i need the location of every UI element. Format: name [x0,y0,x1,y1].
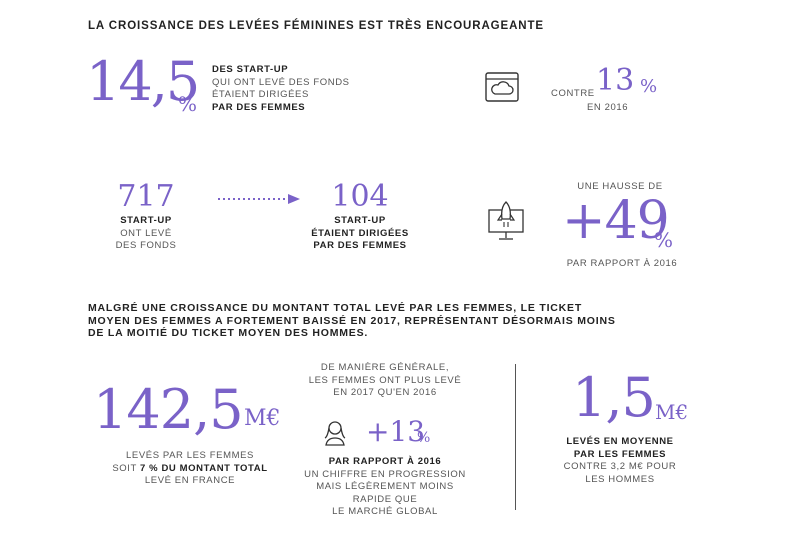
rocket-monitor-icon [486,200,526,242]
stat-average-unit: M€ [655,400,689,424]
stat-growth-suffix: PAR RAPPORT À 2016 [566,258,678,269]
stat-progress-value: +13 [366,415,426,448]
stat-average-description: LEVÉS EN MOYENNE PAR LES FEMMES CONTRE 3… [545,436,695,486]
flow-left-line-1: START-UP [120,215,172,226]
stat-average-value: 1,5 [572,366,656,429]
stat-percentage-description: DES START-UP QUI ONT LEVÉ DES FONDS ÉTAI… [212,64,350,114]
stat-progress-intro: DE MANIÈRE GÉNÉRALE, LES FEMMES ONT PLUS… [300,362,470,400]
flow-right-line-2: ÉTAIENT DIRIGÉES [311,227,409,239]
stat-compare-value: 13 [596,63,635,98]
desc-line-2: QUI ONT LEVÉ DES FONDS [212,76,350,88]
desc-line-1: DES START-UP [212,64,289,75]
desc-line-4: PAR DES FEMMES [212,101,306,113]
progress-intro-line-3: EN 2017 QU'EN 2016 [333,387,437,398]
desc-line-3: ÉTAIENT DIRIGÉES [212,89,309,100]
progress-line-4: UN CHIFFRE EN PROGRESSION [304,468,466,480]
stat-compare-prefix: CONTRE [551,88,595,99]
stat-total-description: LEVÉS PAR LES FEMMES SOIT 7 % DU MONTANT… [92,450,288,488]
total-line-2-bold: 7 % DU MONTANT TOTAL [140,462,268,474]
progress-intro-line-1: DE MANIÈRE GÉNÉRALE, [320,362,450,373]
stat-growth-value: +49 [562,191,670,251]
total-line-2-pre: SOIT [112,462,137,474]
stat-total-value: 142,5 [93,378,244,441]
flow-left-description: START-UP ONT LEVÉ DES FONDS [96,215,196,253]
section-heading-ticket: MALGRÉ UNE CROISSANCE DU MONTANT TOTAL L… [88,302,736,340]
stat-compare-unit: % [640,76,658,97]
flow-left-value: 717 [117,179,175,214]
progress-bold: PAR RAPPORT À 2016 [328,456,442,467]
stat-growth-unit: % [654,228,674,252]
heading2-line-3: DE LA MOITIÉ DU TICKET MOYEN DES HOMMES. [88,327,369,339]
flow-left-line-3: DES FONDS [115,240,177,251]
stat-compare-year: EN 2016 [587,102,629,113]
total-line-1: LEVÉS PAR LES FEMMES [126,450,254,461]
flow-right-line-3: PAR DES FEMMES [313,240,407,251]
stat-growth-intro: UNE HAUSSE DE [577,181,663,192]
progress-line-5: MAIS LÉGÈREMENT MOINS [316,481,454,492]
average-line-1: CONTRE 3,2 M€ POUR [563,461,677,472]
average-line-2: LES HOMMES [585,473,655,485]
column-divider [515,364,516,510]
flow-left-line-2: ONT LEVÉ [120,227,172,239]
flow-right-description: START-UP ÉTAIENT DIRIGÉES PAR DES FEMMES [290,215,430,253]
dotted-arrow-icon [216,193,302,205]
average-bold-2: PAR LES FEMMES [573,448,667,460]
woman-icon [322,418,348,446]
total-line-3: LEVÉ EN FRANCE [144,475,236,486]
progress-line-6: RAPIDE QUE [352,493,418,505]
cloud-browser-icon [485,72,519,102]
heading2-line-1: MALGRÉ UNE CROISSANCE DU MONTANT TOTAL L… [88,302,583,314]
heading2-line-2: MOYEN DES FEMMES A FORTEMENT BAISSÉ EN 2… [88,314,616,327]
progress-line-7: LE MARCHÉ GLOBAL [332,506,438,517]
flow-right-value: 104 [331,179,389,214]
stat-total-unit: M€ [244,406,281,431]
stat-progress-unit: % [417,430,431,446]
stat-progress-description: PAR RAPPORT À 2016 UN CHIFFRE EN PROGRES… [295,456,475,519]
stat-percentage-unit: % [178,92,198,116]
stat-percentage-value: 14,5 [86,50,200,113]
progress-intro-line-2: LES FEMMES ONT PLUS LEVÉ [308,374,462,386]
flow-right-line-1: START-UP [334,215,386,226]
average-bold-1: LEVÉS EN MOYENNE [566,436,674,447]
section-heading-growth: LA CROISSANCE DES LEVÉES FÉMININES EST T… [88,20,544,32]
